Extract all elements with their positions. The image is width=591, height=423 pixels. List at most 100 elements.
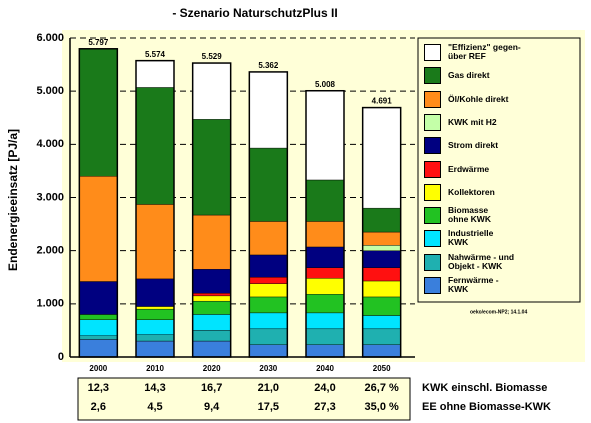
legend-swatch xyxy=(424,90,441,108)
table-cell: 12,3 xyxy=(87,382,110,394)
table-cell: 4,5 xyxy=(147,401,163,413)
bar-segment xyxy=(362,245,401,251)
bar-segment xyxy=(192,293,231,297)
bar-segment xyxy=(305,312,345,330)
bar-segment xyxy=(305,294,345,314)
x-tick-label: 2050 xyxy=(373,364,391,373)
legend-swatch xyxy=(424,253,441,271)
legend-label: Kollektoren xyxy=(448,186,495,197)
x-tick-label: 2010 xyxy=(146,364,164,373)
legend-swatch xyxy=(424,67,441,85)
bar-segment xyxy=(192,300,231,315)
legend-swatch xyxy=(424,160,441,178)
table-cell: 16,7 xyxy=(200,382,223,394)
legend-label: KWK mit H2 xyxy=(448,116,497,127)
bar-segment xyxy=(249,277,288,284)
legend-box xyxy=(417,37,581,303)
bar-segment xyxy=(79,335,118,340)
bar-segment xyxy=(305,278,345,295)
legend-swatch xyxy=(424,277,441,294)
y-tick-label: 0 xyxy=(58,351,64,363)
x-tick-label: 2020 xyxy=(203,364,221,373)
bar-segment xyxy=(192,269,231,294)
bar-segment xyxy=(192,314,231,331)
bar-segment xyxy=(305,328,345,345)
bar-segment xyxy=(79,319,118,336)
bar-segment xyxy=(192,62,231,120)
x-tick-label: 2000 xyxy=(89,364,107,373)
bar-segment xyxy=(192,340,231,358)
y-tick-label: 4.000 xyxy=(36,138,64,150)
bar-segment xyxy=(305,344,345,358)
bar-segment xyxy=(79,48,118,177)
legend-label: Strom direkt xyxy=(448,140,499,151)
legend-label: Nahwärme - und Objekt - KWK xyxy=(448,251,515,271)
table-cell: 26,7 % xyxy=(364,382,399,394)
bar-segment xyxy=(362,250,401,268)
legend-label: "Effizienz" gegen- über REF xyxy=(448,42,521,61)
bar-segment xyxy=(135,87,175,205)
x-tick-label: 2030 xyxy=(259,364,277,373)
y-tick-label: 6.000 xyxy=(36,32,64,44)
legend-swatch xyxy=(424,137,441,155)
total-label: 5.529 xyxy=(202,52,223,61)
legend-swatch xyxy=(424,183,441,201)
legend-label: Erdwärme xyxy=(448,163,490,174)
bar-segment xyxy=(362,328,401,345)
table-cell: 35,0 % xyxy=(364,401,399,413)
bar-segment xyxy=(135,306,175,310)
bar-segment xyxy=(249,296,288,314)
total-label: 5.797 xyxy=(88,38,109,47)
bar-segment xyxy=(135,340,175,358)
y-tick-label: 5.000 xyxy=(36,85,64,97)
bar-segment xyxy=(305,246,345,268)
bar-segment xyxy=(362,296,401,316)
bar-segment xyxy=(192,295,231,302)
bar-segment xyxy=(192,330,231,342)
y-tick-label: 2.000 xyxy=(36,245,64,257)
bar-segment xyxy=(362,280,401,298)
bar-segment xyxy=(362,267,401,282)
legend-swatch xyxy=(424,230,441,248)
x-tick-label: 2040 xyxy=(316,364,334,373)
bar-segment xyxy=(135,60,175,88)
legend-label: Öl/Kohle direkt xyxy=(448,93,509,104)
bar-segment xyxy=(192,214,231,270)
legend-swatch xyxy=(424,207,441,225)
bar-segment xyxy=(135,204,175,280)
bar-segment xyxy=(362,207,401,233)
bar-segment xyxy=(305,90,345,181)
table-cell: 27,3 xyxy=(314,401,336,413)
bar-segment xyxy=(305,267,345,279)
table-cell: 24,0 xyxy=(314,382,336,394)
bar-segment xyxy=(135,308,175,320)
bar-segment xyxy=(249,221,288,256)
table-cell: 21,0 xyxy=(257,382,280,394)
legend-label: Industrielle KWK xyxy=(448,228,494,248)
bar-segment xyxy=(249,283,288,298)
legend-swatch xyxy=(424,44,441,61)
total-label: 5.008 xyxy=(315,80,336,89)
y-tick-label: 1.000 xyxy=(36,298,64,310)
table-cell: 9,4 xyxy=(204,401,220,413)
legend-label: Biomasse ohne KWK xyxy=(448,205,491,225)
total-label: 4.691 xyxy=(372,97,393,106)
bar-segment xyxy=(135,278,175,307)
bar-segment xyxy=(79,281,118,315)
bar-segment xyxy=(249,328,288,345)
bar-segment xyxy=(362,344,401,358)
bar-segment xyxy=(305,221,345,248)
bar-segment xyxy=(79,339,118,358)
bar-segment xyxy=(249,312,288,330)
bar-segment xyxy=(79,314,118,320)
y-tick-label: 3.000 xyxy=(36,191,64,203)
table-cell: 17,5 xyxy=(257,401,280,413)
bar-segment xyxy=(135,334,175,342)
bar-segment xyxy=(305,179,345,222)
bar-segment xyxy=(249,147,288,222)
chart-title: - Szenario NaturschutzPlus II xyxy=(172,6,337,20)
bar-segment xyxy=(249,71,288,149)
bar-segment xyxy=(192,119,231,216)
